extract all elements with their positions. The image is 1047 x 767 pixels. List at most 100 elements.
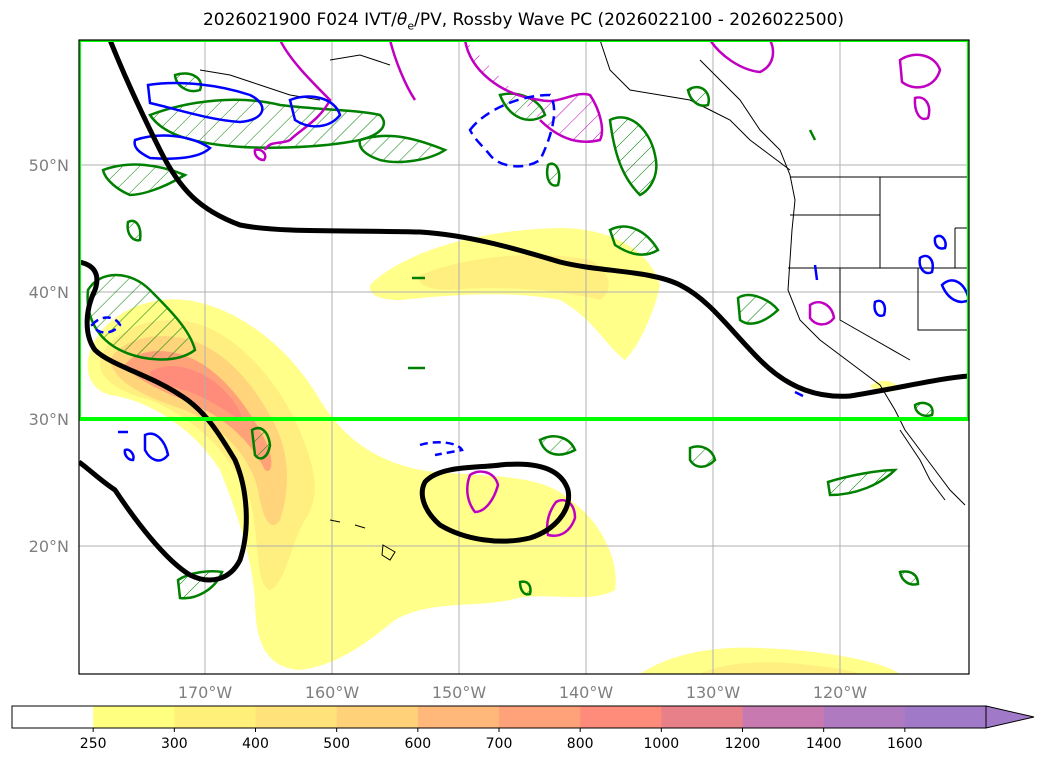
rossby-contour-main (107, 40, 969, 399)
colorbar-tick-label: 700 (486, 736, 513, 752)
green-contour-12 (538, 435, 577, 456)
ivt-band-south-300 (700, 662, 860, 674)
green-contour-11 (250, 426, 272, 460)
green-contour-13 (898, 570, 920, 586)
lon-label-130w: 130°W (686, 683, 741, 702)
map-frame (78, 39, 970, 675)
colorbar-tick-label: 1000 (644, 736, 680, 752)
map-title: 2026021900 F024 IVT/θe/PV, Rossby Wave P… (0, 10, 1047, 32)
magenta-contour-1 (463, 40, 604, 144)
magenta-contours (253, 40, 942, 537)
blue-contour-1 (146, 81, 264, 124)
green-contour-7 (736, 293, 780, 325)
ivt-band-south (640, 647, 900, 674)
blue-contour-3 (288, 95, 342, 128)
green-contour-23 (808, 129, 817, 141)
blue-contour-11 (940, 279, 969, 304)
blue-contour-10 (918, 254, 934, 275)
rossby-contour-loop (419, 461, 572, 544)
lon-label-150w: 150°W (432, 683, 487, 702)
green-contour-14 (518, 580, 532, 596)
colorbar-swatch (417, 706, 500, 728)
green-contour-21 (913, 401, 934, 417)
green-contour-3 (148, 98, 386, 149)
magenta-contour-8 (263, 40, 332, 151)
colorbar-swatch (12, 706, 94, 728)
colorbar-swatch (661, 706, 743, 728)
green-contour-8 (826, 468, 899, 497)
green-contour-9 (688, 445, 717, 468)
green-contour-18 (545, 162, 561, 187)
ivt-plume-800 (150, 366, 242, 420)
lon-label-170w: 170°W (178, 683, 233, 702)
green-contour-22 (686, 85, 711, 107)
colorbar-swatch (255, 706, 338, 728)
lat-label-20: 20°N (29, 537, 69, 556)
blue-contour-5 (90, 316, 122, 334)
blue-contour-12 (873, 299, 887, 317)
blue-contour-2 (133, 134, 212, 160)
analysis-box (79, 40, 969, 421)
lon-labels: 170°W 160°W 150°W 140°W 130°W 120°W (178, 683, 868, 702)
magenta-contour-4 (913, 96, 931, 121)
colorbar-tick-label: 1600 (887, 736, 923, 752)
title-theta: θ (396, 10, 408, 30)
lat-label-50: 50°N (29, 156, 69, 175)
blue-contours (90, 81, 969, 462)
blue-contour-15 (933, 234, 947, 250)
colorbar-swatch (174, 706, 256, 728)
magenta-contour-10 (253, 148, 267, 162)
magenta-contour-3 (898, 53, 942, 89)
colorbar-tick-label: 1400 (806, 736, 842, 752)
hawaii (329, 519, 396, 561)
lat-label-40: 40°N (29, 283, 69, 302)
colorbar-swatch (580, 706, 662, 728)
ivt-band-north-300 (419, 255, 609, 300)
blue-contour-4 (468, 93, 556, 168)
blue-contour-6 (143, 432, 170, 462)
colorbar-tick-label: 800 (567, 736, 594, 752)
colorbar-swatch (93, 706, 175, 728)
green-contour-16 (126, 219, 142, 242)
rossby-contours (79, 40, 969, 583)
lon-label-160w: 160°W (305, 683, 360, 702)
north-america-coast (699, 59, 966, 506)
colorbar-extend-arrow (985, 705, 1035, 729)
title-rest: /PV, Rossby Wave PC (2026022100 - 202602… (414, 10, 845, 30)
lat-label-30: 30°N (29, 410, 69, 429)
state-borders (788, 177, 969, 361)
colorbar-tick-label: 600 (404, 736, 431, 752)
colorbar-tick-label: 1200 (725, 736, 761, 752)
green-contour-5 (608, 225, 660, 256)
lon-label-140w: 140°W (559, 683, 614, 702)
ivt-shading (87, 228, 900, 674)
magenta-contour-7 (808, 301, 836, 326)
colorbar-tick-label: 400 (242, 736, 269, 752)
green-contour-6 (608, 116, 658, 197)
colorbar-swatch (823, 706, 906, 728)
colorbar-tick-label: 500 (323, 736, 350, 752)
green-contour-1 (86, 273, 197, 361)
blue-contour-13 (813, 264, 819, 281)
blue-contour-14 (794, 390, 804, 398)
green-contour-2 (101, 163, 188, 197)
colorbar-swatch (336, 706, 419, 728)
title-theta-sub: e (407, 19, 415, 33)
magenta-contour-5 (466, 470, 500, 514)
colorbar-swatch (904, 706, 987, 728)
magenta-contour-9 (388, 40, 417, 101)
title-init: 2026021900 F024 IVT/ (202, 10, 397, 30)
colorbar-swatch (742, 706, 825, 728)
blue-contour-7 (123, 448, 135, 462)
lon-label-120w: 120°W (813, 683, 868, 702)
rossby-contour-west (79, 259, 249, 583)
magenta-contour-2 (708, 40, 775, 74)
colorbar-tick-label: 250 (80, 736, 107, 752)
colorbar-swatch (499, 706, 581, 728)
baja (899, 429, 946, 501)
blue-contour-8 (419, 441, 464, 457)
colorbar-tick-label: 300 (161, 736, 188, 752)
colorbar: 250 300 400 500 600 700 800 1000 1200 1400 1600 (11, 705, 1035, 752)
lat-labels: 50°N 40°N 30°N 20°N (29, 156, 69, 556)
